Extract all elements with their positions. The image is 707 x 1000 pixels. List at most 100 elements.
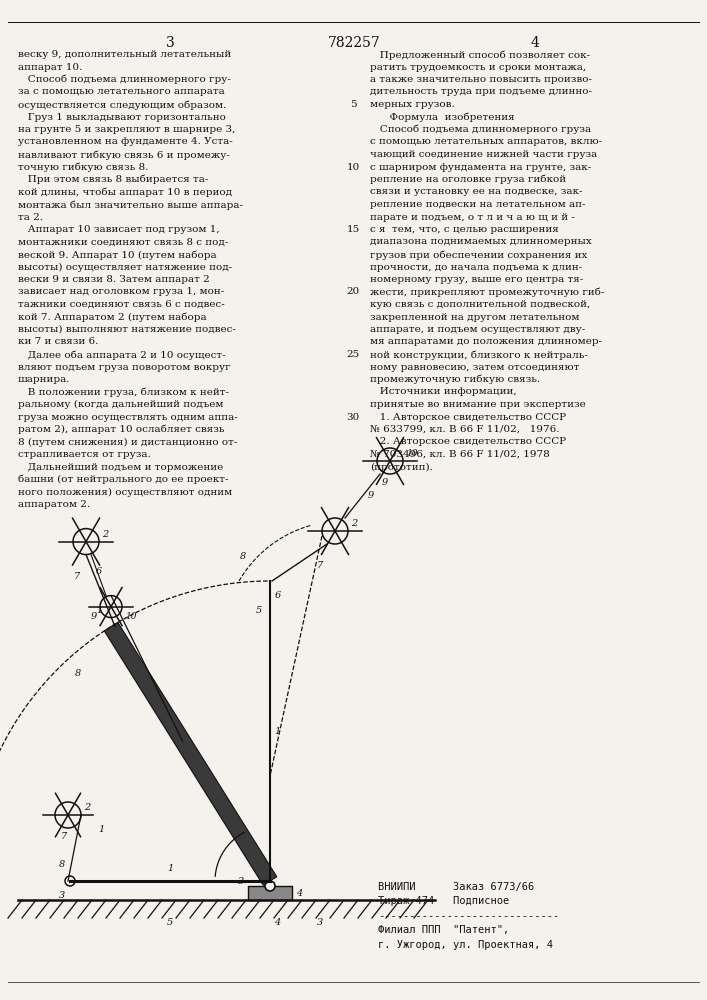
Text: 9: 9 bbox=[382, 478, 388, 487]
Text: 4: 4 bbox=[530, 36, 539, 50]
Text: 20: 20 bbox=[346, 288, 360, 296]
Text: 2. Авторское свидетельство СССР: 2. Авторское свидетельство СССР bbox=[370, 438, 566, 446]
Text: Тираж 474   Подписное: Тираж 474 Подписное bbox=[378, 896, 509, 906]
Text: 5: 5 bbox=[350, 100, 356, 109]
Text: г. Ужгород, ул. Проектная, 4: г. Ужгород, ул. Проектная, 4 bbox=[378, 940, 553, 950]
Text: номерному грузу, выше его центра тя-: номерному грузу, выше его центра тя- bbox=[370, 275, 583, 284]
Text: 1. Авторское свидетельство СССР: 1. Авторское свидетельство СССР bbox=[370, 412, 566, 422]
Text: ного положения) осуществляют одним: ного положения) осуществляют одним bbox=[18, 488, 233, 497]
Text: 5: 5 bbox=[167, 918, 173, 927]
Text: аппарат 10.: аппарат 10. bbox=[18, 62, 83, 72]
Text: 4: 4 bbox=[274, 918, 280, 927]
Text: 8 (путем снижения) и дистанционно от-: 8 (путем снижения) и дистанционно от- bbox=[18, 438, 238, 447]
Text: 1: 1 bbox=[167, 864, 173, 873]
Text: 1: 1 bbox=[274, 726, 280, 736]
Text: аппаратом 2.: аппаратом 2. bbox=[18, 500, 90, 509]
Text: ратом 2), аппарат 10 ослабляет связь: ратом 2), аппарат 10 ослабляет связь bbox=[18, 425, 225, 434]
Text: 3: 3 bbox=[238, 877, 244, 886]
Text: 3: 3 bbox=[59, 891, 65, 900]
Circle shape bbox=[73, 529, 99, 555]
Text: связи и установку ее на подвеске, зак-: связи и установку ее на подвеске, зак- bbox=[370, 188, 583, 196]
Text: Дальнейший подъем и торможение: Дальнейший подъем и торможение bbox=[18, 462, 223, 472]
Text: Предложенный способ позволяет сок-: Предложенный способ позволяет сок- bbox=[370, 50, 590, 60]
Text: вески 9 и связи 8. Затем аппарат 2: вески 9 и связи 8. Затем аппарат 2 bbox=[18, 275, 210, 284]
Text: с я  тем, что, с целью расширения: с я тем, что, с целью расширения bbox=[370, 225, 559, 234]
Text: 10: 10 bbox=[346, 162, 360, 172]
Text: 30: 30 bbox=[346, 412, 360, 422]
Text: 3: 3 bbox=[165, 36, 175, 50]
Text: мерных грузов.: мерных грузов. bbox=[370, 100, 455, 109]
Text: 2: 2 bbox=[84, 803, 90, 812]
Text: -----------------------------: ----------------------------- bbox=[378, 911, 559, 921]
Text: 2: 2 bbox=[102, 530, 108, 539]
Text: репление на оголовке груза гибкой: репление на оголовке груза гибкой bbox=[370, 175, 566, 184]
Circle shape bbox=[322, 518, 348, 544]
Text: 15: 15 bbox=[346, 225, 360, 234]
Circle shape bbox=[65, 876, 75, 886]
Text: с помощью летательных аппаратов, вклю-: с помощью летательных аппаратов, вклю- bbox=[370, 137, 602, 146]
Text: чающий соединение нижней части груза: чающий соединение нижней части груза bbox=[370, 150, 597, 159]
Text: осуществляется следующим образом.: осуществляется следующим образом. bbox=[18, 100, 226, 109]
Text: диапазона поднимаемых длинномерных: диапазона поднимаемых длинномерных bbox=[370, 237, 592, 246]
Text: № 633799, кл. В 66 F 11/02,   1976.: № 633799, кл. В 66 F 11/02, 1976. bbox=[370, 425, 559, 434]
Text: 3: 3 bbox=[317, 918, 323, 927]
Circle shape bbox=[55, 802, 81, 828]
Text: на грунте 5 и закрепляют в шарнире 3,: на грунте 5 и закрепляют в шарнире 3, bbox=[18, 125, 235, 134]
Text: В положении груза, близком к нейт-: В положении груза, близком к нейт- bbox=[18, 387, 229, 397]
Text: Груз 1 выкладывают горизонтально: Груз 1 выкладывают горизонтально bbox=[18, 112, 226, 121]
Text: жести, прикрепляют промежуточную гиб-: жести, прикрепляют промежуточную гиб- bbox=[370, 288, 604, 297]
Text: прочности, до начала подъема к длин-: прочности, до начала подъема к длин- bbox=[370, 262, 583, 271]
Text: ки 7 и связи 6.: ки 7 и связи 6. bbox=[18, 338, 98, 347]
Text: шарнира.: шарнира. bbox=[18, 375, 71, 384]
Text: Филиал ППП  "Патент",: Филиал ППП "Патент", bbox=[378, 926, 509, 936]
Text: 8: 8 bbox=[59, 860, 65, 869]
Circle shape bbox=[377, 448, 403, 474]
Text: монтажники соединяют связь 8 с под-: монтажники соединяют связь 8 с под- bbox=[18, 237, 228, 246]
Text: принятые во внимание при экспертизе: принятые во внимание при экспертизе bbox=[370, 400, 586, 409]
Text: монтажа был значительно выше аппара-: монтажа был значительно выше аппара- bbox=[18, 200, 243, 210]
Text: промежуточную гибкую связь.: промежуточную гибкую связь. bbox=[370, 375, 540, 384]
Text: 5: 5 bbox=[256, 606, 262, 615]
Text: высоты) выполняют натяжение подвес-: высоты) выполняют натяжение подвес- bbox=[18, 325, 236, 334]
Circle shape bbox=[265, 881, 275, 891]
Text: Способ подъема длинномерного гру-: Способ подъема длинномерного гру- bbox=[18, 75, 231, 85]
Text: груза можно осуществлять одним аппа-: груза можно осуществлять одним аппа- bbox=[18, 412, 238, 422]
Text: 9: 9 bbox=[90, 612, 97, 621]
Text: ному равновесию, затем отсоединяют: ному равновесию, затем отсоединяют bbox=[370, 362, 579, 371]
Text: 1: 1 bbox=[98, 826, 104, 834]
Text: 1: 1 bbox=[96, 606, 102, 615]
Text: грузов при обеспечении сохранения их: грузов при обеспечении сохранения их bbox=[370, 250, 588, 259]
Text: 9: 9 bbox=[368, 491, 374, 500]
Text: высоты) осуществляет натяжение под-: высоты) осуществляет натяжение под- bbox=[18, 262, 232, 272]
Text: тажники соединяют связь 6 с подвес-: тажники соединяют связь 6 с подвес- bbox=[18, 300, 225, 309]
Text: ратить трудоемкость и сроки монтажа,: ратить трудоемкость и сроки монтажа, bbox=[370, 62, 586, 72]
Text: точную гибкую связь 8.: точную гибкую связь 8. bbox=[18, 162, 148, 172]
Text: ной конструкции, близкого к нейтраль-: ной конструкции, близкого к нейтраль- bbox=[370, 350, 588, 360]
Text: 6: 6 bbox=[96, 567, 103, 576]
Text: 8: 8 bbox=[75, 669, 81, 678]
Text: навливают гибкую связь 6 и промежу-: навливают гибкую связь 6 и промежу- bbox=[18, 150, 230, 159]
Text: 7: 7 bbox=[317, 562, 323, 570]
Text: парате и подъем, о т л и ч а ю щ и й -: парате и подъем, о т л и ч а ю щ и й - bbox=[370, 213, 575, 222]
Text: башни (от нейтрального до ее проект-: башни (от нейтрального до ее проект- bbox=[18, 475, 228, 485]
Text: 782257: 782257 bbox=[327, 36, 380, 50]
Text: кую связь с дополнительной подвеской,: кую связь с дополнительной подвеской, bbox=[370, 300, 590, 309]
Text: за с помощью летательного аппарата: за с помощью летательного аппарата bbox=[18, 88, 225, 97]
Text: Источники информации,: Источники информации, bbox=[370, 387, 517, 396]
Text: установленном на фундаменте 4. Уста-: установленном на фундаменте 4. Уста- bbox=[18, 137, 233, 146]
Text: При этом связь 8 выбирается та-: При этом связь 8 выбирается та- bbox=[18, 175, 209, 184]
Text: веску 9, дополнительный летательный: веску 9, дополнительный летательный bbox=[18, 50, 231, 59]
Text: 6: 6 bbox=[275, 591, 281, 600]
Text: 10: 10 bbox=[125, 612, 136, 621]
Text: вляют подъем груза поворотом вокруг: вляют подъем груза поворотом вокруг bbox=[18, 362, 230, 371]
Text: Способ подъема длинномерного груза: Способ подъема длинномерного груза bbox=[370, 125, 591, 134]
Text: аппарате, и подъем осуществляют дву-: аппарате, и подъем осуществляют дву- bbox=[370, 325, 585, 334]
Text: та 2.: та 2. bbox=[18, 213, 43, 222]
Text: закрепленной на другом летательном: закрепленной на другом летательном bbox=[370, 312, 580, 322]
Text: 4: 4 bbox=[296, 888, 303, 898]
Text: а также значительно повысить произво-: а также значительно повысить произво- bbox=[370, 75, 592, 84]
Text: ВНИИПИ      Заказ 6773/66: ВНИИПИ Заказ 6773/66 bbox=[378, 882, 534, 892]
Text: с шарниром фундамента на грунте, зак-: с шарниром фундамента на грунте, зак- bbox=[370, 162, 591, 172]
Text: кой длины, чтобы аппарат 10 в период: кой длины, чтобы аппарат 10 в период bbox=[18, 188, 232, 197]
Text: ральному (когда дальнейший подъем: ральному (когда дальнейший подъем bbox=[18, 400, 223, 409]
